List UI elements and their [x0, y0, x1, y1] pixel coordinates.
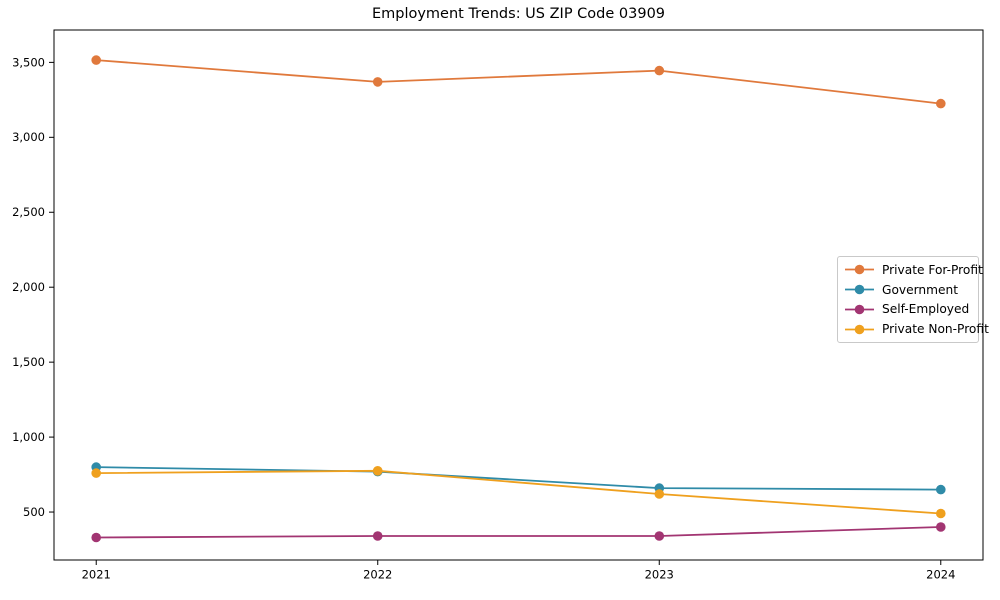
- x-tick-label: 2022: [363, 568, 392, 582]
- data-point-marker: [91, 55, 101, 65]
- legend-dot: [854, 304, 865, 315]
- plot-border: [53, 29, 984, 561]
- x-tick-label: 2021: [82, 568, 111, 582]
- series-line: [95, 466, 942, 491]
- y-tick-label: 3,500: [12, 55, 45, 69]
- legend-dot: [854, 284, 865, 295]
- series-private-non-profit: [91, 466, 946, 519]
- chart-title: Employment Trends: US ZIP Code 03909: [371, 6, 666, 22]
- legend-marker-icon: [845, 284, 874, 295]
- legend-marker-icon: [845, 304, 874, 315]
- series-line: [95, 526, 942, 539]
- legend-label: Private Non-Profit: [882, 322, 989, 337]
- y-tick-label: 2,000: [12, 280, 45, 294]
- data-point-marker: [654, 65, 665, 76]
- y-tick-label: 2,500: [12, 205, 45, 219]
- data-point-marker: [936, 484, 946, 495]
- x-tick-label: 2024: [926, 568, 955, 582]
- series-government: [91, 462, 946, 495]
- series-line: [95, 59, 942, 105]
- legend-entry-private-for-profit: Private For-Profit: [844, 263, 983, 276]
- data-point-marker: [372, 531, 383, 541]
- series-private-for-profit: [91, 55, 946, 109]
- legend-dot: [854, 265, 865, 275]
- legend-entry-self-employed: Self-Employed: [844, 303, 972, 316]
- data-point-marker: [654, 489, 665, 499]
- data-point-marker: [91, 532, 101, 543]
- legend-marker-icon: [845, 265, 874, 275]
- data-point-marker: [936, 522, 946, 532]
- legend-label: Private For-Profit: [882, 262, 983, 277]
- data-point-marker: [654, 531, 665, 541]
- y-tick-label: 500: [23, 505, 45, 519]
- data-point-marker: [936, 98, 946, 109]
- legend-dot: [854, 324, 865, 334]
- legend-label: Government: [882, 282, 959, 297]
- data-point-marker: [91, 468, 101, 478]
- x-tick-label: 2023: [645, 568, 674, 582]
- legend-label: Self-Employed: [882, 302, 970, 317]
- legend-box: Private For-Profit Government Self-Employe…: [837, 256, 989, 343]
- data-point-marker: [372, 77, 383, 87]
- y-tick-label: 1,000: [12, 430, 45, 444]
- y-tick-label: 1,500: [12, 355, 45, 369]
- legend-entry-private-non-profit: Private Non-Profit: [844, 323, 989, 336]
- legend-entry-government: Government: [844, 283, 972, 296]
- legend-marker-icon: [845, 324, 874, 334]
- data-point-marker: [936, 508, 946, 519]
- series-line: [95, 469, 942, 515]
- y-tick-label: 3,000: [12, 130, 45, 144]
- data-point-marker: [372, 466, 383, 476]
- series-self-employed: [91, 522, 946, 543]
